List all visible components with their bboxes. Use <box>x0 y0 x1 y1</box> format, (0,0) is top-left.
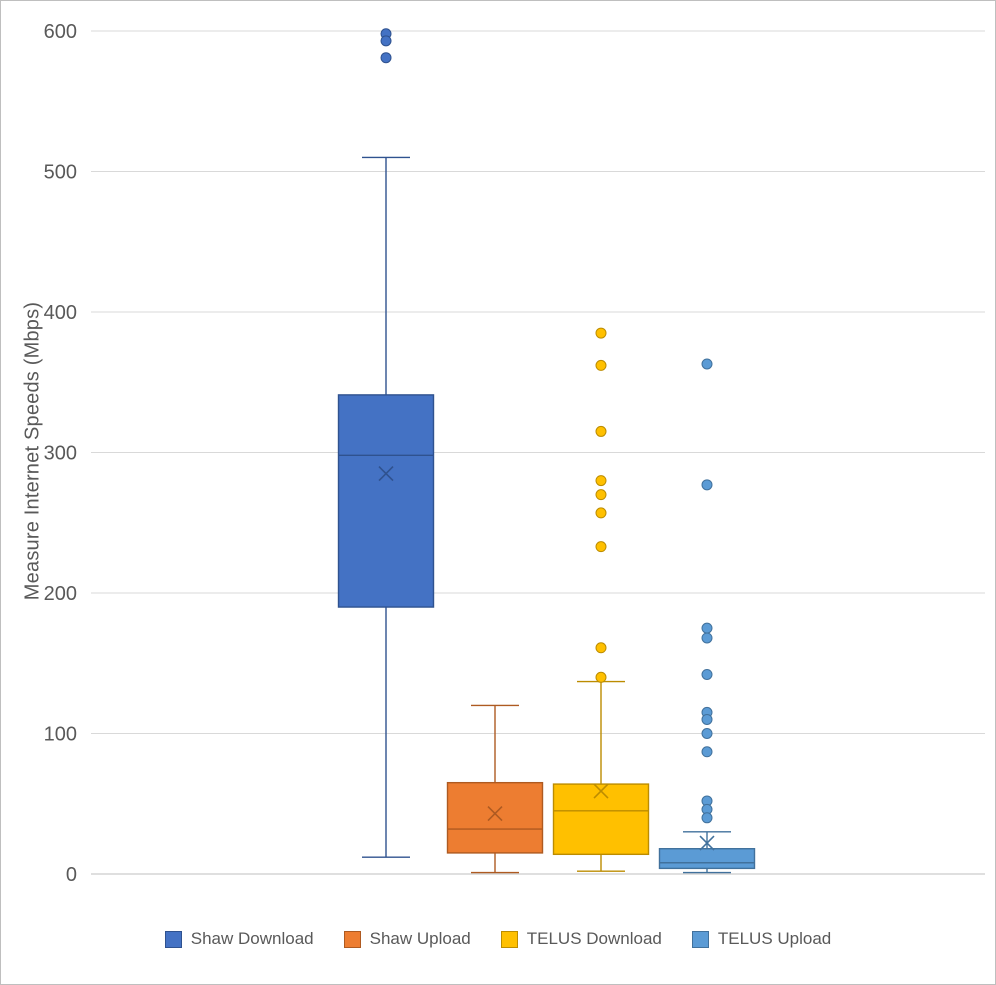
svg-text:200: 200 <box>44 583 77 605</box>
legend-label: TELUS Upload <box>717 929 832 948</box>
legend-item-shaw-download: Shaw Download <box>164 929 314 949</box>
svg-text:600: 600 <box>44 21 77 43</box>
legend-item-telus-download: TELUS Download <box>500 929 662 949</box>
svg-text:100: 100 <box>44 724 77 746</box>
legend-label: TELUS Download <box>526 929 662 948</box>
legend-item-shaw-upload: Shaw Upload <box>343 929 471 949</box>
box-series <box>337 28 435 858</box>
box-series <box>552 327 650 872</box>
svg-text:300: 300 <box>44 443 77 465</box>
legend-label: Shaw Download <box>190 929 314 948</box>
svg-text:0: 0 <box>66 864 77 886</box>
box-series <box>658 358 756 874</box>
svg-text:400: 400 <box>44 302 77 324</box>
box-series <box>446 704 544 874</box>
svg-text:500: 500 <box>44 162 77 184</box>
legend-swatch-icon <box>343 930 361 948</box>
legend-swatch-icon <box>500 930 518 948</box>
legend-swatch-icon <box>164 930 182 948</box>
chart-legend: Shaw Download Shaw Upload TELUS Download… <box>1 917 995 961</box>
y-axis-title: Measure Internet Speeds (Mbps) <box>21 301 44 601</box>
legend-item-telus-upload: TELUS Upload <box>691 929 832 949</box>
legend-swatch-icon <box>691 930 709 948</box>
boxplot-svg: 0 100 200 300 400 500 600 <box>44 21 985 886</box>
legend-label: Shaw Upload <box>369 929 471 948</box>
